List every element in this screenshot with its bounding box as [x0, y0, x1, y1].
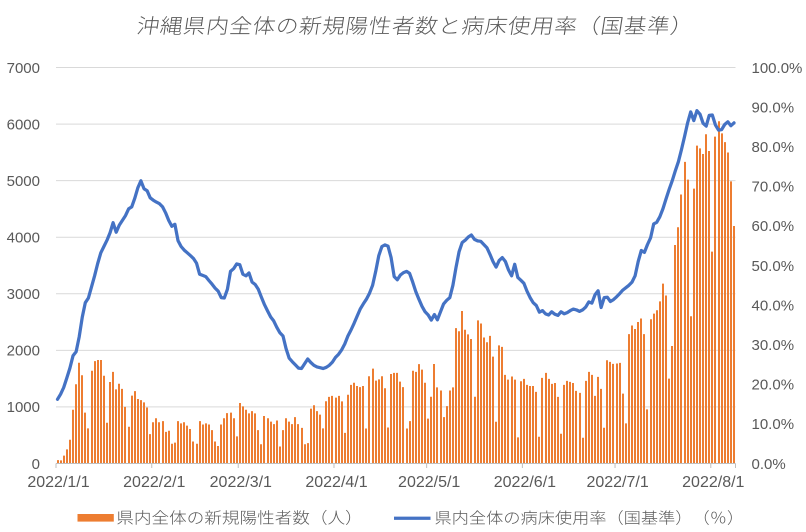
svg-text:60.0%: 60.0%: [752, 218, 795, 235]
svg-text:3000: 3000: [7, 286, 40, 303]
svg-text:4000: 4000: [7, 230, 40, 247]
svg-text:2022/4/1: 2022/4/1: [305, 474, 367, 491]
svg-text:0: 0: [32, 456, 40, 473]
svg-text:7000: 7000: [7, 60, 40, 77]
svg-text:2000: 2000: [7, 343, 40, 360]
svg-text:5000: 5000: [7, 173, 40, 190]
svg-text:40.0%: 40.0%: [752, 297, 795, 314]
svg-text:20.0%: 20.0%: [752, 377, 795, 394]
svg-text:50.0%: 50.0%: [752, 258, 795, 275]
svg-text:1000: 1000: [7, 399, 40, 416]
svg-text:100.0%: 100.0%: [752, 60, 803, 77]
svg-text:2022/2/1: 2022/2/1: [123, 474, 185, 491]
svg-text:10.0%: 10.0%: [752, 416, 795, 433]
svg-text:70.0%: 70.0%: [752, 179, 795, 196]
svg-text:2022/1/1: 2022/1/1: [27, 474, 89, 491]
svg-text:2022/8/1: 2022/8/1: [682, 474, 744, 491]
svg-text:6000: 6000: [7, 116, 40, 133]
svg-text:2022/3/1: 2022/3/1: [210, 474, 272, 491]
svg-text:0.0%: 0.0%: [752, 456, 786, 473]
svg-text:2022/5/1: 2022/5/1: [398, 474, 460, 491]
svg-text:2022/6/1: 2022/6/1: [494, 474, 556, 491]
svg-text:2022/7/1: 2022/7/1: [586, 474, 648, 491]
svg-text:80.0%: 80.0%: [752, 139, 795, 156]
svg-text:90.0%: 90.0%: [752, 99, 795, 116]
svg-text:30.0%: 30.0%: [752, 337, 795, 354]
